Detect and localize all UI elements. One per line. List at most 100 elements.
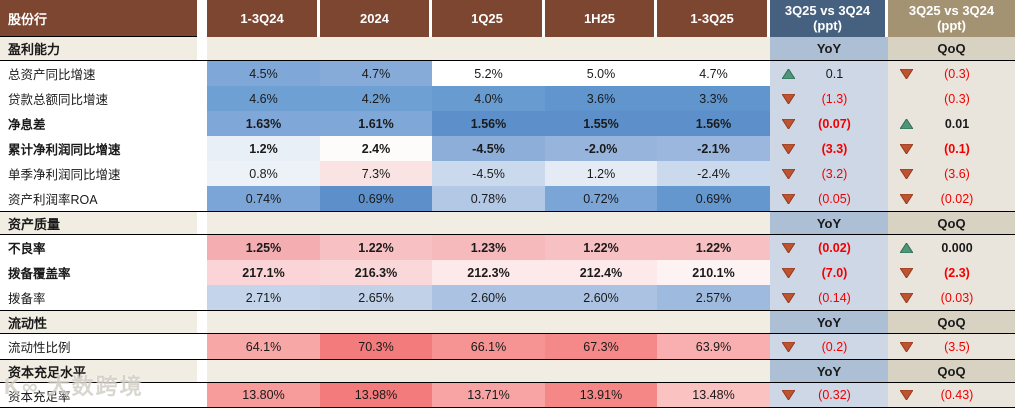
trend-triangle-icon: [782, 242, 795, 253]
yoy-change-value: (0.32): [818, 388, 851, 402]
qoq-change-value: (0.03): [940, 290, 974, 305]
yoy-change-cell: (3.2): [770, 161, 888, 186]
metric-value-cell: 212.4%: [545, 260, 657, 285]
column-header-2024: 2024: [320, 0, 432, 37]
yoy-change-cell: (1.3): [770, 86, 888, 111]
qoq-change-cell: (0.3): [888, 86, 1015, 111]
trend-triangle-icon: [782, 292, 795, 303]
section-spacer: [207, 37, 770, 60]
metric-value-cell: 4.7%: [320, 61, 432, 86]
qoq-change-cell: 0.000: [888, 235, 1015, 260]
column-header-1q25: 1Q25: [432, 0, 545, 37]
metric-value-cell: 2.71%: [207, 285, 320, 310]
table-row: 累计净利润同比增速 1.2% 2.4% -4.5% -2.0% -2.1% (3…: [0, 136, 1015, 161]
yoy-change-value: (0.02): [818, 240, 851, 255]
section-header-row-3: 流动性 YoY QoQ: [0, 310, 1015, 334]
column-gutter: [197, 37, 207, 60]
row-label: 不良率: [0, 235, 197, 260]
trend-triangle-icon: [900, 193, 913, 204]
yoy-change-value: (0.2): [821, 339, 848, 354]
trend-triangle-icon: [782, 341, 795, 352]
row-label: 资产利润率ROA: [0, 186, 197, 211]
row-label: 拨备率: [0, 285, 197, 310]
metric-value-cell: 1.22%: [545, 235, 657, 260]
metric-value-cell: 67.3%: [545, 334, 657, 359]
metric-value-cell: 5.2%: [432, 61, 545, 86]
metric-value-cell: -4.5%: [432, 136, 545, 161]
metric-value-cell: 64.1%: [207, 334, 320, 359]
metric-value-cell: 3.6%: [545, 86, 657, 111]
metric-value-cell: 4.6%: [207, 86, 320, 111]
qoq-change-cell: (0.3): [888, 61, 1015, 86]
qoq-change-value: (0.1): [944, 141, 970, 156]
qoq-column-label: QoQ: [888, 360, 1015, 382]
metric-value-cell: 13.98%: [320, 383, 432, 407]
yoy-header-line2: (ppt): [813, 17, 842, 33]
metric-value-cell: 1.23%: [432, 235, 545, 260]
metric-value-cell: -2.0%: [545, 136, 657, 161]
metric-value-cell: -2.4%: [657, 161, 770, 186]
yoy-change-cell: (0.14): [770, 285, 888, 310]
row-label: 资本充足率: [0, 383, 197, 407]
yoy-change-value: (0.05): [818, 191, 851, 206]
column-header-qoq-change: 3Q25 vs 3Q24 (ppt): [888, 0, 1015, 37]
column-gutter: [197, 161, 207, 186]
metric-value-cell: 1.63%: [207, 111, 320, 136]
trend-triangle-icon: [900, 118, 913, 129]
metric-value-cell: 210.1%: [657, 260, 770, 285]
yoy-column-label: YoY: [770, 37, 888, 60]
metric-value-cell: 0.72%: [545, 186, 657, 211]
metric-value-cell: 1.55%: [545, 111, 657, 136]
metric-value-cell: 0.74%: [207, 186, 320, 211]
qoq-column-label: QoQ: [888, 37, 1015, 60]
column-gutter: [197, 86, 207, 111]
trend-triangle-icon: [900, 143, 913, 154]
metric-value-cell: 216.3%: [320, 260, 432, 285]
metric-value-cell: 70.3%: [320, 334, 432, 359]
yoy-change-cell: (7.0): [770, 260, 888, 285]
column-header-yoy-change: 3Q25 vs 3Q24 (ppt): [770, 0, 888, 37]
table-row: 拨备率 2.71% 2.65% 2.60% 2.60% 2.57% (0.14)…: [0, 285, 1015, 310]
qoq-header-line1: 3Q25 vs 3Q24: [908, 2, 995, 18]
qoq-column-label: QoQ: [888, 212, 1015, 234]
qoq-change-cell: (0.02): [888, 186, 1015, 211]
trend-triangle-icon: [782, 68, 795, 79]
section-spacer: [207, 212, 770, 234]
metric-value-cell: 4.7%: [657, 61, 770, 86]
metric-value-cell: 2.57%: [657, 285, 770, 310]
trend-triangle-icon: [900, 94, 913, 104]
metric-value-cell: 13.91%: [545, 383, 657, 407]
qoq-change-value: 0.01: [944, 116, 970, 131]
metric-value-cell: 217.1%: [207, 260, 320, 285]
qoq-change-value: (2.3): [944, 265, 970, 280]
trend-triangle-icon: [782, 93, 795, 104]
metric-value-cell: -4.5%: [432, 161, 545, 186]
yoy-change-cell: (0.32): [770, 383, 888, 407]
yoy-column-label: YoY: [770, 311, 888, 333]
column-gutter: [197, 0, 207, 37]
table-row: 净息差 1.63% 1.61% 1.56% 1.55% 1.56% (0.07)…: [0, 111, 1015, 136]
yoy-change-cell: (0.07): [770, 111, 888, 136]
qoq-change-cell: 0.01: [888, 111, 1015, 136]
trend-triangle-icon: [900, 341, 913, 352]
trend-triangle-icon: [782, 168, 795, 179]
section-title: 流动性: [0, 311, 197, 333]
metric-value-cell: 4.0%: [432, 86, 545, 111]
column-gutter: [197, 212, 207, 234]
trend-triangle-icon: [782, 390, 795, 400]
section-header-row-4: 资本充足水平 YoY QoQ: [0, 359, 1015, 383]
trend-triangle-icon: [900, 267, 913, 278]
metric-value-cell: 0.8%: [207, 161, 320, 186]
row-label: 净息差: [0, 111, 197, 136]
section-title: 资产质量: [0, 212, 197, 234]
trend-triangle-icon: [900, 292, 913, 303]
metric-value-cell: 2.60%: [545, 285, 657, 310]
section-header-row-2: 资产质量 YoY QoQ: [0, 211, 1015, 235]
yoy-change-cell: (0.05): [770, 186, 888, 211]
column-gutter: [197, 61, 207, 86]
table-body: 盈利能力 YoY QoQ 总资产同比增速 4.5% 4.7% 5.2% 5.0%…: [0, 37, 1015, 408]
yoy-change-value: (3.2): [821, 166, 848, 181]
qoq-change-cell: (3.5): [888, 334, 1015, 359]
metric-value-cell: 5.0%: [545, 61, 657, 86]
metric-value-cell: 0.69%: [657, 186, 770, 211]
